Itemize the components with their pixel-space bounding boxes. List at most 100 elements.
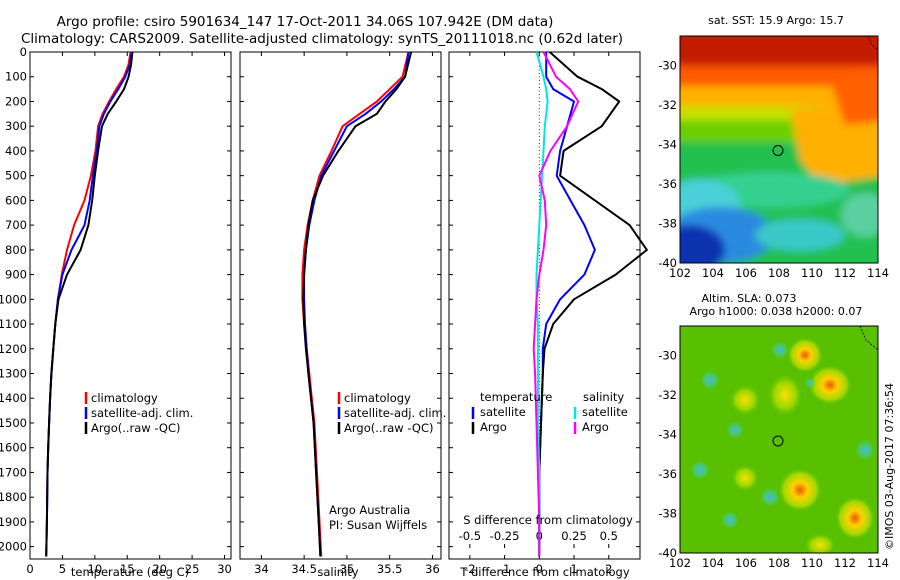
- sla-xtick-label: 112: [834, 556, 856, 570]
- diff-xtick-label: 0: [536, 562, 543, 576]
- sla-ytick-label: -32: [658, 388, 677, 402]
- legend-label-argo: Argo(..raw -QC): [91, 421, 181, 435]
- legend-label-climatology: climatology: [344, 391, 411, 405]
- temp-xtick-label: 30: [217, 562, 232, 576]
- temp-xtick-label: 10: [88, 562, 103, 576]
- sal-satellite-adj-clim-line: [303, 51, 410, 557]
- watermark: ©IMOS 03-Aug-2017 07:36:54: [883, 383, 896, 550]
- depth-tick-label: 1500: [0, 416, 27, 430]
- depth-tick-label: 800: [5, 243, 27, 257]
- sla-map-title-line1: Altim. SLA: 0.073: [701, 292, 796, 305]
- salinity-note-line1: Argo Australia: [329, 503, 410, 517]
- temp-argo-raw-qc-line: [45, 51, 134, 557]
- temp-xtick-label: 5: [59, 562, 66, 576]
- temp-xtick-label: 0: [26, 562, 33, 576]
- sla-xtick-label: 104: [702, 556, 724, 570]
- legend-label-temp-satellite: satellite: [480, 405, 526, 419]
- sla-xtick-label: 114: [867, 556, 889, 570]
- sla-xtick-label: 102: [669, 556, 691, 570]
- depth-tick-label: 0: [20, 45, 27, 59]
- temp-xtick-label: 20: [152, 562, 167, 576]
- sal-xtick-label: 35: [340, 562, 355, 576]
- legend-label-sal-satellite: satellite: [582, 405, 628, 419]
- sla-ytick-label: -38: [658, 507, 677, 521]
- sst-xtick-label: 114: [867, 266, 889, 280]
- depth-tick-label: 400: [5, 144, 27, 158]
- sst-xtick-label: 102: [669, 266, 691, 280]
- sst-ytick-label: -40: [658, 256, 677, 270]
- temperature-xlabel: temperature (deg C): [71, 565, 189, 579]
- depth-tick-label: 1300: [0, 367, 27, 381]
- salinity-panel: [239, 51, 442, 560]
- figure-title-line1: Argo profile: csiro 5901634_147 17-Oct-2…: [57, 14, 554, 30]
- sla-map: [680, 326, 878, 553]
- diff-xtick-label: -1: [499, 562, 510, 576]
- sal-argo-raw-qc-line: [302, 51, 413, 557]
- profile-lines: [45, 51, 648, 559]
- depth-tick-label: 1600: [0, 441, 27, 455]
- temperature-panel: [29, 51, 232, 560]
- legend-label-temp-argo: Argo: [480, 420, 507, 434]
- temp-xtick-label: 25: [185, 562, 200, 576]
- sst-coastline: [867, 35, 879, 51]
- sst-xtick-label: 108: [768, 266, 790, 280]
- depth-tick-label: 2000: [0, 540, 27, 554]
- diff-xtick-label: 2: [605, 562, 612, 576]
- difference-xlabel-top: S difference from climatology: [463, 513, 633, 527]
- sal-xtick-label: 35.5: [377, 562, 403, 576]
- sla-argo-marker: [772, 435, 784, 447]
- sst-ytick-label: -34: [658, 138, 677, 152]
- salinity-xlabel: salinity: [317, 565, 358, 579]
- depth-tick-label: 700: [5, 218, 27, 232]
- diff-top-xtick-label: -0.5: [459, 529, 481, 543]
- salinity-legend: climatology satellite-adj. clim. Argo(..…: [329, 391, 446, 532]
- diff-top-xtick-label: 0.25: [561, 529, 587, 543]
- sla-map-frame: [679, 325, 879, 554]
- temp-xtick-label: 15: [120, 562, 135, 576]
- sla-ytick-label: -34: [658, 428, 677, 442]
- sla-ytick-label: -36: [658, 467, 677, 481]
- diff-salinity-argo-line: [532, 51, 580, 557]
- depth-tick-label: 1400: [0, 391, 27, 405]
- sla-map-title-line2: Argo h1000: 0.038 h2000: 0.07: [690, 305, 863, 318]
- legend-label-satellite: satellite-adj. clim.: [344, 406, 446, 420]
- depth-tick-label: 900: [5, 268, 27, 282]
- sla-xtick-label: 106: [735, 556, 757, 570]
- diff-temperature-argo-line: [538, 51, 648, 557]
- sla-ytick-label: -30: [658, 349, 677, 363]
- sst-xtick-label: 106: [735, 266, 757, 280]
- depth-tick-label: 1800: [0, 490, 27, 504]
- legend-title-salinity: salinity: [583, 390, 624, 404]
- diff-top-xtick-label: 0.5: [600, 529, 618, 543]
- sst-ytick-label: -30: [658, 59, 677, 73]
- sst-xtick-label: 112: [834, 266, 856, 280]
- sst-map-title: sat. SST: 15.9 Argo: 15.7: [708, 14, 844, 27]
- sst-map-frame: [679, 35, 879, 264]
- sla-xtick-label: 108: [768, 556, 790, 570]
- depth-tick-label: 300: [5, 119, 27, 133]
- sst-ytick-label: -32: [658, 98, 677, 112]
- legend-label-satellite: satellite-adj. clim.: [91, 406, 193, 420]
- depth-tick-label: 1100: [0, 317, 27, 331]
- sla-coastline: [859, 325, 879, 351]
- depth-tick-label: 1000: [0, 292, 27, 306]
- diff-top-xtick-label: -0.25: [490, 529, 520, 543]
- legend-label-sal-argo: Argo: [582, 420, 609, 434]
- difference-xlabel-bottom: T difference from climatology: [459, 565, 630, 579]
- depth-tick-label: 500: [5, 169, 27, 183]
- depth-tick-label: 1900: [0, 515, 27, 529]
- depth-tick-label: 600: [5, 193, 27, 207]
- sal-xtick-label: 34: [254, 562, 269, 576]
- sst-ytick-label: -36: [658, 177, 677, 191]
- temperature-legend: climatology satellite-adj. clim. Argo(..…: [84, 391, 193, 435]
- depth-tick-label: 100: [5, 70, 27, 84]
- sst-argo-marker: [772, 145, 784, 156]
- salinity-note-line2: PI: Susan Wijffels: [329, 518, 427, 532]
- figure-title-line2: Climatology: CARS2009. Satellite-adjuste…: [21, 31, 623, 47]
- legend-title-temperature: temperature: [480, 390, 552, 404]
- legend-label-argo: Argo(..raw -QC): [344, 421, 434, 435]
- diff-xtick-label: -2: [464, 562, 475, 576]
- sla-ytick-label: -40: [658, 546, 677, 560]
- sst-map: [680, 36, 878, 263]
